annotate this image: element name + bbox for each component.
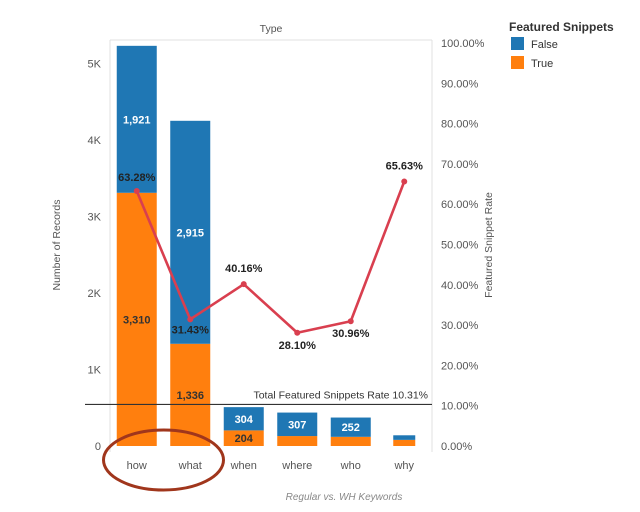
rate-point-label: 40.16% bbox=[225, 263, 263, 275]
reference-line-label: Total Featured Snippets Rate 10.31% bbox=[253, 389, 428, 401]
y-tick-label: 0 bbox=[95, 441, 101, 453]
bar-true bbox=[330, 436, 371, 446]
bar-false bbox=[393, 435, 416, 440]
rate-point-label: 31.43% bbox=[172, 324, 210, 336]
bar-true bbox=[170, 343, 211, 446]
y-tick-label: 3K bbox=[88, 212, 102, 224]
label-layer: 3,310 1,921 1,336 2,915 204 304 307 252 63.28% 31… bbox=[118, 114, 423, 445]
y2-tick-label: 50.00% bbox=[441, 240, 479, 252]
rate-point-label: 63.28% bbox=[118, 172, 156, 184]
bar-false bbox=[330, 417, 371, 437]
bar-false-value-label: 1,921 bbox=[123, 114, 151, 126]
bar-false bbox=[223, 407, 264, 431]
bar-false bbox=[116, 45, 157, 193]
x-tick-label: what bbox=[178, 460, 202, 472]
bar-true-value-label: 3,310 bbox=[123, 314, 151, 326]
rate-point bbox=[401, 178, 408, 185]
rate-point-label: 28.10% bbox=[279, 340, 317, 352]
reference-layer: Total Featured Snippets Rate 10.31% bbox=[85, 389, 432, 406]
rate-point bbox=[240, 281, 247, 288]
legend-title: Featured Snippets bbox=[509, 20, 614, 34]
annotation-layer bbox=[102, 428, 225, 492]
y2-tick-label: 60.00% bbox=[441, 199, 479, 211]
caption: Regular vs. WH Keywords bbox=[286, 492, 403, 503]
legend: Featured Snippets False True bbox=[509, 20, 614, 70]
bar-false bbox=[277, 412, 318, 437]
bar-true bbox=[116, 192, 157, 446]
x-tick-label: where bbox=[281, 460, 312, 472]
y2-tick-label: 80.00% bbox=[441, 119, 479, 131]
y-tick-label: 5K bbox=[88, 59, 102, 71]
y2-tick-label: 30.00% bbox=[441, 320, 479, 332]
y2-tick-label: 20.00% bbox=[441, 360, 479, 372]
x-tick-label: when bbox=[230, 460, 257, 472]
y-tick-label: 1K bbox=[88, 365, 102, 377]
legend-label-false: False bbox=[531, 39, 558, 51]
chart-title: Type bbox=[260, 23, 283, 35]
bar-false-value-label: 2,915 bbox=[176, 227, 204, 239]
bar-true bbox=[393, 439, 416, 446]
bar-true bbox=[277, 436, 318, 446]
rate-point bbox=[187, 316, 194, 323]
y-tick-label: 4K bbox=[88, 135, 102, 147]
y2-tick-label: 0.00% bbox=[441, 441, 472, 453]
rate-line bbox=[135, 181, 406, 335]
bar-true-value-label: 1,336 bbox=[176, 390, 204, 402]
legend-label-true: True bbox=[531, 58, 553, 70]
legend-swatch-true bbox=[511, 56, 524, 69]
rate-point-label: 30.96% bbox=[332, 328, 370, 340]
y2-tick-label: 100.00% bbox=[441, 38, 485, 50]
y2-tick-label: 90.00% bbox=[441, 78, 479, 90]
rate-line-layer bbox=[133, 178, 408, 336]
y2-axis-title: Featured Snippet Rate bbox=[483, 192, 495, 298]
bar-false-value-label: 304 bbox=[235, 414, 254, 426]
bar-true bbox=[223, 430, 264, 446]
y2-tick-label: 40.00% bbox=[441, 280, 479, 292]
highlight-ellipse bbox=[102, 428, 225, 492]
rate-point-label: 65.63% bbox=[386, 161, 424, 173]
rate-point bbox=[133, 187, 140, 194]
bar-false bbox=[170, 120, 211, 344]
x-tick-label: how bbox=[127, 460, 147, 472]
bar-true-value-label: 204 bbox=[235, 433, 254, 445]
x-tick-label: why bbox=[393, 460, 414, 472]
x-tick-label: who bbox=[340, 460, 361, 472]
rate-point bbox=[347, 318, 354, 325]
legend-swatch-false bbox=[511, 37, 524, 50]
bar-false-value-label: 307 bbox=[288, 419, 306, 431]
bar-layer bbox=[116, 45, 416, 446]
bar-false-value-label: 252 bbox=[342, 422, 360, 434]
y2-tick-label: 70.00% bbox=[441, 159, 479, 171]
y-axis-title: Number of Records bbox=[51, 199, 63, 290]
y-tick-label: 2K bbox=[88, 288, 102, 300]
y2-tick-label: 10.00% bbox=[441, 401, 479, 413]
rate-point bbox=[294, 329, 301, 336]
plot-frame: 0 1K 2K 3K 4K 5K 0.00% 10.00% 20.00% 30.00% 40.00%… bbox=[88, 38, 485, 472]
